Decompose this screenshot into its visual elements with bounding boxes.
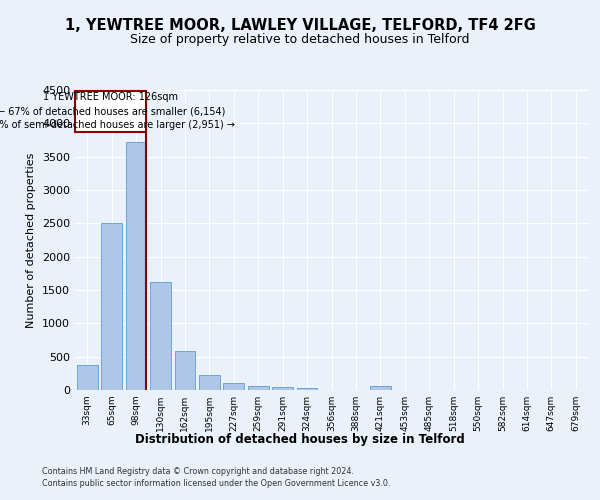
- Text: Contains public sector information licensed under the Open Government Licence v3: Contains public sector information licen…: [42, 479, 391, 488]
- Bar: [175, 350, 196, 390]
- Bar: [248, 386, 269, 390]
- Bar: [370, 386, 391, 390]
- Bar: [272, 388, 293, 390]
- Y-axis label: Number of detached properties: Number of detached properties: [26, 152, 37, 328]
- Text: Contains HM Land Registry data © Crown copyright and database right 2024.: Contains HM Land Registry data © Crown c…: [42, 468, 354, 476]
- Bar: [223, 383, 244, 390]
- Bar: [296, 388, 317, 390]
- Bar: [199, 375, 220, 390]
- Bar: [101, 224, 122, 390]
- Text: Distribution of detached houses by size in Telford: Distribution of detached houses by size …: [135, 432, 465, 446]
- Bar: [150, 282, 171, 390]
- Bar: [125, 142, 146, 390]
- Text: Size of property relative to detached houses in Telford: Size of property relative to detached ho…: [130, 32, 470, 46]
- Text: 1 YEWTREE MOOR: 126sqm
← 67% of detached houses are smaller (6,154)
32% of semi-: 1 YEWTREE MOOR: 126sqm ← 67% of detached…: [0, 92, 235, 130]
- Text: 1, YEWTREE MOOR, LAWLEY VILLAGE, TELFORD, TF4 2FG: 1, YEWTREE MOOR, LAWLEY VILLAGE, TELFORD…: [65, 18, 535, 32]
- FancyBboxPatch shape: [75, 90, 146, 132]
- Bar: [77, 365, 98, 390]
